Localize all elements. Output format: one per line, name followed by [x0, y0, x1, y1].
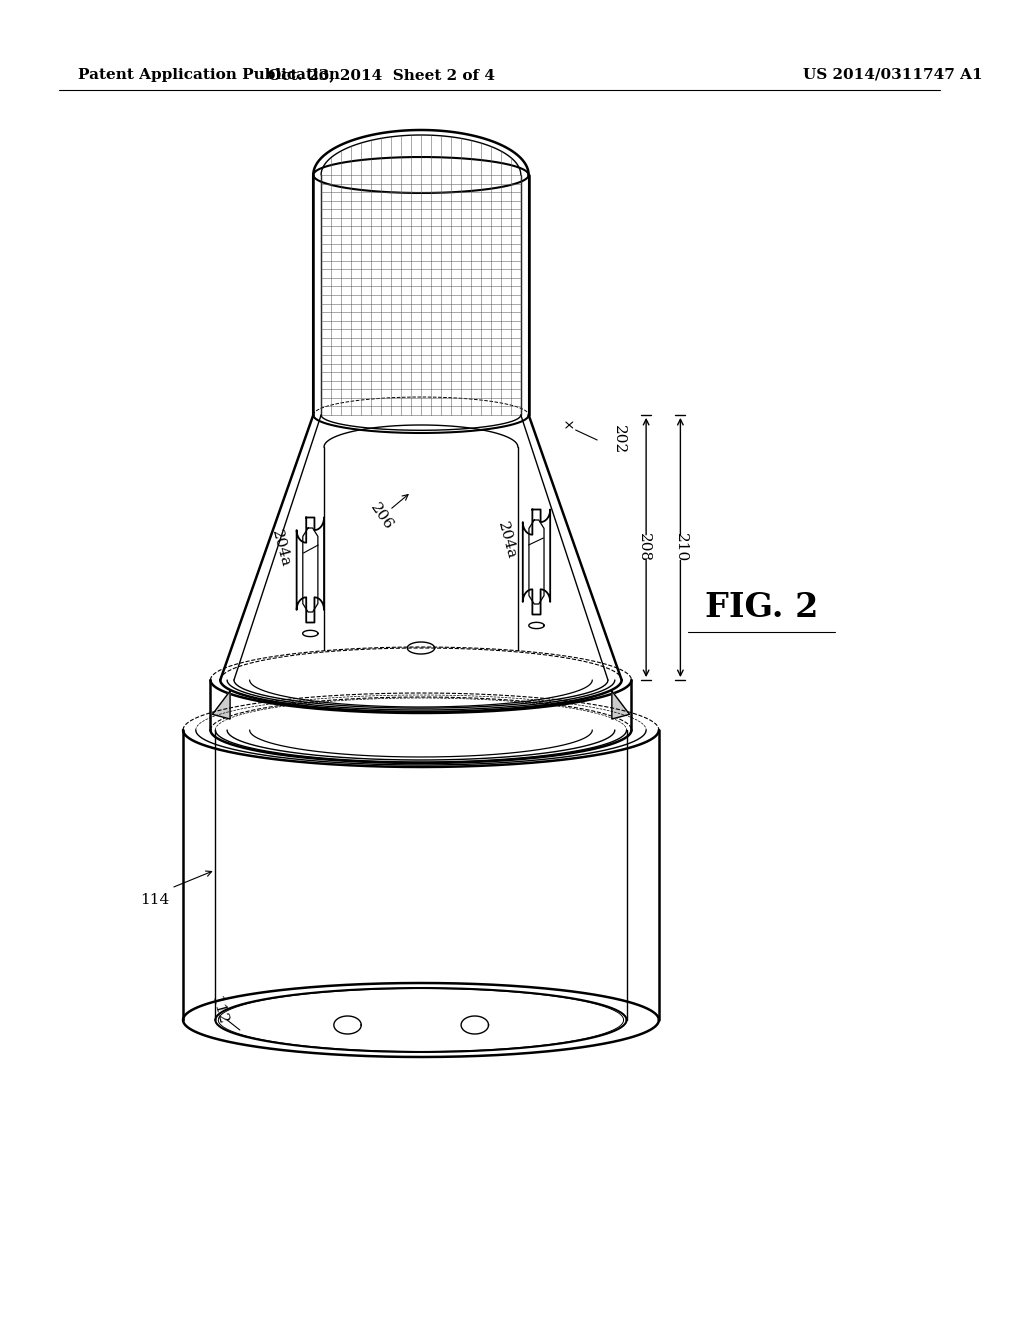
Text: 204a: 204a	[269, 528, 293, 569]
Text: 204a: 204a	[496, 520, 519, 560]
Text: US 2014/0311747 A1: US 2014/0311747 A1	[803, 69, 982, 82]
Polygon shape	[612, 690, 630, 719]
Text: Oct. 23, 2014  Sheet 2 of 4: Oct. 23, 2014 Sheet 2 of 4	[268, 69, 496, 82]
Text: 206: 206	[368, 502, 395, 533]
Text: 210: 210	[674, 533, 687, 562]
Text: FIG. 2: FIG. 2	[706, 591, 818, 624]
Text: 208: 208	[637, 533, 651, 562]
Text: 114: 114	[140, 894, 169, 907]
Text: Patent Application Publication: Patent Application Publication	[78, 69, 340, 82]
Polygon shape	[212, 690, 230, 719]
Text: 202: 202	[612, 425, 626, 454]
Text: 112: 112	[209, 994, 229, 1026]
